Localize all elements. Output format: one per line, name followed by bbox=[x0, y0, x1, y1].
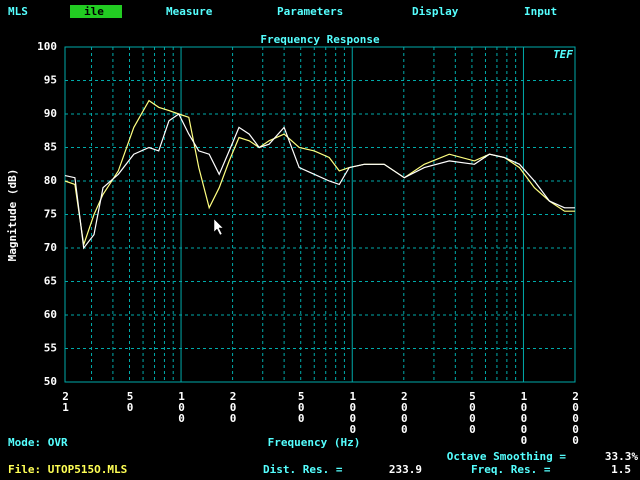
menu-highlight bbox=[70, 5, 122, 18]
y-tick-label: 100 bbox=[37, 40, 57, 53]
menu-item[interactable]: Parameters bbox=[277, 5, 343, 18]
smoothing-label: Octave Smoothing = bbox=[447, 450, 567, 463]
x-tick-label vt: 20000 bbox=[569, 390, 582, 445]
menu-item[interactable]: Input bbox=[524, 5, 557, 18]
y-tick-label: 65 bbox=[44, 275, 57, 288]
menu-bar: MLS ile Measure Parameters Display Input bbox=[8, 5, 557, 18]
y-tick-label: 55 bbox=[44, 342, 57, 355]
response-curve bbox=[64, 99, 575, 245]
y-tick-label: 50 bbox=[44, 375, 57, 388]
menu-item[interactable]: ile bbox=[84, 5, 104, 18]
x-tick-label vt: 200 bbox=[227, 390, 240, 423]
x-axis-label: Frequency (Hz) bbox=[268, 436, 361, 449]
dist-res-label: Dist. Res. = bbox=[263, 463, 343, 476]
dist-res-value: 233.9 bbox=[389, 463, 422, 476]
y-tick-label: 80 bbox=[44, 174, 57, 187]
x-tick-label vt: 500 bbox=[295, 390, 308, 423]
y-tick-label: 75 bbox=[44, 208, 57, 221]
chart-title: Frequency Response bbox=[260, 33, 380, 46]
freq-res-label: Freq. Res. = bbox=[471, 463, 551, 476]
mode: Mode: OVR bbox=[8, 436, 68, 449]
y-tick-label: 90 bbox=[44, 107, 57, 120]
x-tick-label vt: 5000 bbox=[466, 390, 479, 434]
x-tick-label vt: 10000 bbox=[517, 390, 530, 445]
logo: TEF bbox=[553, 48, 573, 61]
menu-item[interactable]: Display bbox=[412, 5, 459, 18]
y-tick-label: 95 bbox=[44, 74, 57, 87]
x-tick-label vt: 2000 bbox=[398, 390, 411, 434]
x-tick-label vt: 1000 bbox=[346, 390, 359, 434]
x-tick-label vt: 100 bbox=[175, 390, 188, 423]
x-tick-label vt: 50 bbox=[124, 390, 137, 412]
y-axis-label: Magnitude (dB) bbox=[6, 169, 19, 262]
file-name: File: UTOP515O.MLS bbox=[8, 463, 127, 476]
y-tick-label: 70 bbox=[44, 241, 57, 254]
menu-item[interactable]: Measure bbox=[166, 5, 213, 18]
mouse-cursor bbox=[213, 218, 224, 236]
y-tick-label: 60 bbox=[44, 308, 57, 321]
freq-res-value: 1.5 bbox=[611, 463, 631, 476]
y-tick-label: 85 bbox=[44, 141, 57, 154]
smoothing-value: 33.3% bbox=[605, 450, 638, 463]
menu-item[interactable]: MLS bbox=[8, 5, 28, 18]
x-tick-label vt: 21 bbox=[59, 390, 72, 412]
response-curve bbox=[64, 113, 575, 250]
